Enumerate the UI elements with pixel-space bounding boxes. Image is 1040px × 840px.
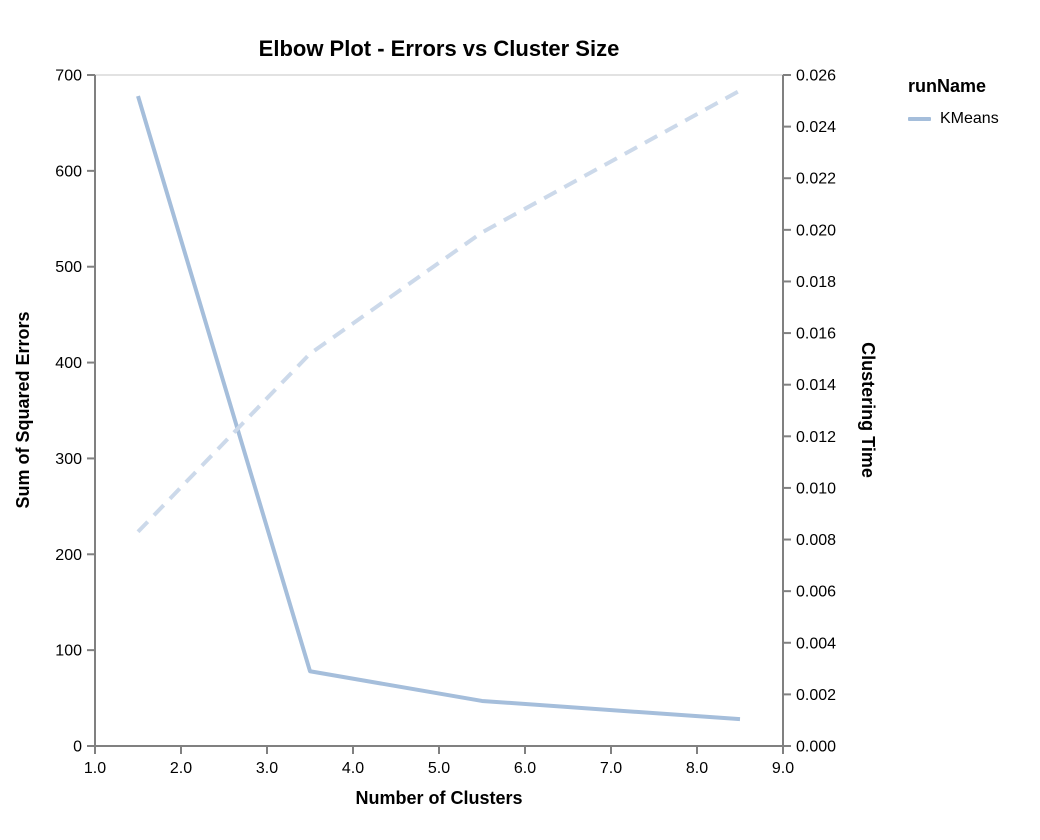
y-right-tick-label: 0.018 <box>796 274 836 291</box>
y-left-tick-label: 500 <box>55 259 82 276</box>
y-right-tick-label: 0.000 <box>796 739 836 756</box>
y-right-tick-label: 0.026 <box>796 68 836 85</box>
y-axis-title-right: Clustering Time <box>858 342 878 478</box>
y-right-tick-label: 0.002 <box>796 687 836 704</box>
y-right-tick-label: 0.010 <box>796 480 836 497</box>
y-left-tick-label: 200 <box>55 547 82 564</box>
x-tick-label: 4.0 <box>342 760 364 777</box>
y-left-tick-label: 100 <box>55 643 82 660</box>
x-tick-label: 8.0 <box>686 760 708 777</box>
legend: runName KMeans <box>908 76 999 128</box>
sse-line <box>136 95 741 722</box>
y-right-tick-label: 0.022 <box>796 171 836 188</box>
chart-title: Elbow Plot - Errors vs Cluster Size <box>258 36 620 61</box>
y-right-tick-label: 0.006 <box>796 584 836 601</box>
x-tick-label: 6.0 <box>514 760 536 777</box>
y-right-tick-label: 0.004 <box>796 635 836 652</box>
y-left-tick-label: 0 <box>73 739 82 756</box>
legend-item-label: KMeans <box>940 110 999 127</box>
x-tick-label: 2.0 <box>170 760 192 777</box>
kmeans-line-swatch-icon <box>908 117 931 121</box>
y-left-tick-label: 600 <box>55 163 82 180</box>
y-left-tick-label: 300 <box>55 451 82 468</box>
y-right-tick-label: 0.008 <box>796 532 836 549</box>
x-tick-label: 5.0 <box>428 760 450 777</box>
clustering-time-line <box>136 88 741 534</box>
y-right-tick-label: 0.020 <box>796 222 836 239</box>
y-axis-title-left: Sum of Squared Errors <box>13 311 33 509</box>
x-tick-label: 1.0 <box>84 760 106 777</box>
legend-title: runName <box>908 76 987 96</box>
y-right-tick-label: 0.024 <box>796 119 836 136</box>
x-tick-label: 9.0 <box>772 760 794 777</box>
x-axis-title: Number of Clusters <box>355 788 523 808</box>
y-right-tick-label: 0.014 <box>796 377 836 394</box>
x-tick-label: 7.0 <box>600 760 622 777</box>
y-left-tick-label: 700 <box>55 68 82 85</box>
y-right-tick-label: 0.016 <box>796 326 836 343</box>
legend-item-kmeans: KMeans <box>908 110 999 128</box>
y-left-tick-label: 400 <box>55 355 82 372</box>
y-right-tick-label: 0.012 <box>796 429 836 446</box>
x-tick-label: 3.0 <box>256 760 278 777</box>
